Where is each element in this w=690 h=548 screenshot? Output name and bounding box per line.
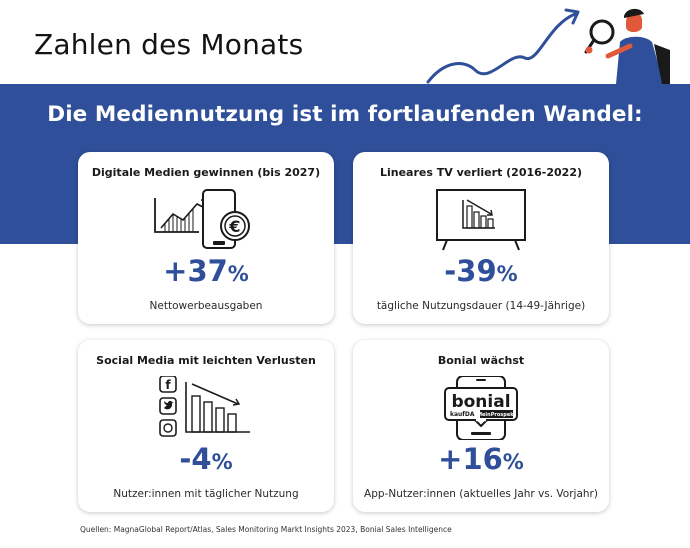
person-magnifier-icon bbox=[584, 8, 670, 84]
svg-text:f: f bbox=[165, 378, 171, 392]
card-title: Lineares TV verliert (2016-2022) bbox=[379, 166, 583, 179]
card-title: Social Media mit leichten Verlusten bbox=[96, 354, 316, 367]
sources-footnote: Quellen: MagnaGlobal Report/Atlas, Sales… bbox=[80, 525, 452, 534]
tv-declining-chart-icon bbox=[436, 189, 526, 251]
growth-arrow-illustration bbox=[426, 8, 670, 84]
svg-text:€: € bbox=[228, 217, 240, 236]
kaufda-logo: kaufDA bbox=[450, 411, 475, 418]
stat-description: App-Nutzer:innen (aktuelles Jahr vs. Vor… bbox=[364, 488, 598, 500]
stat-unit: % bbox=[496, 262, 518, 286]
stat-value: -39% bbox=[353, 254, 609, 291]
stat-description: Nettowerbeausgaben bbox=[149, 300, 263, 312]
stat-unit: % bbox=[227, 262, 249, 286]
stat-card-digital-media: Digitale Medien gewinnen (bis 2027) € +3… bbox=[78, 152, 334, 324]
stat-number: -4 bbox=[179, 442, 212, 476]
stat-card-linear-tv: Lineares TV verliert (2016-2022) -39% tä… bbox=[353, 152, 609, 324]
stat-card-social-media: Social Media mit leichten Verlusten f -4… bbox=[78, 340, 334, 512]
bonial-logo: bonial bbox=[451, 392, 510, 412]
stat-description: tägliche Nutzungsdauer (14-49-Jährige) bbox=[376, 300, 586, 312]
meinprospekt-logo: MeinProspekt bbox=[477, 412, 516, 418]
stat-number: -39 bbox=[444, 254, 497, 288]
twitter-icon bbox=[159, 397, 177, 415]
stat-value: -4% bbox=[78, 442, 334, 479]
card-title: Bonial wächst bbox=[437, 354, 525, 367]
stat-unit: % bbox=[211, 450, 233, 474]
social-media-declining-chart-icon: f bbox=[159, 376, 250, 437]
band-subtitle: Die Mediennutzung ist im fortlaufenden W… bbox=[47, 102, 643, 127]
stat-card-bonial: Bonial wächst bonial kaufDA MeinProspekt… bbox=[353, 340, 609, 512]
phone-growth-chart-euro-icon: € bbox=[154, 189, 250, 249]
facebook-icon bbox=[159, 376, 177, 393]
stat-value: +37% bbox=[78, 254, 334, 291]
bonial-app-phone-icon: bonial kaufDA MeinProspekt bbox=[444, 376, 518, 440]
stat-value: +16% bbox=[353, 442, 609, 479]
instagram-icon bbox=[159, 419, 177, 437]
stat-description: Nutzer:innen mit täglicher Nutzung bbox=[113, 488, 299, 500]
stat-number: +16 bbox=[438, 442, 503, 476]
stat-unit: % bbox=[502, 450, 524, 474]
page-title: Zahlen des Monats bbox=[34, 28, 304, 61]
card-title: Digitale Medien gewinnen (bis 2027) bbox=[91, 166, 321, 179]
stat-number: +37 bbox=[163, 254, 228, 288]
